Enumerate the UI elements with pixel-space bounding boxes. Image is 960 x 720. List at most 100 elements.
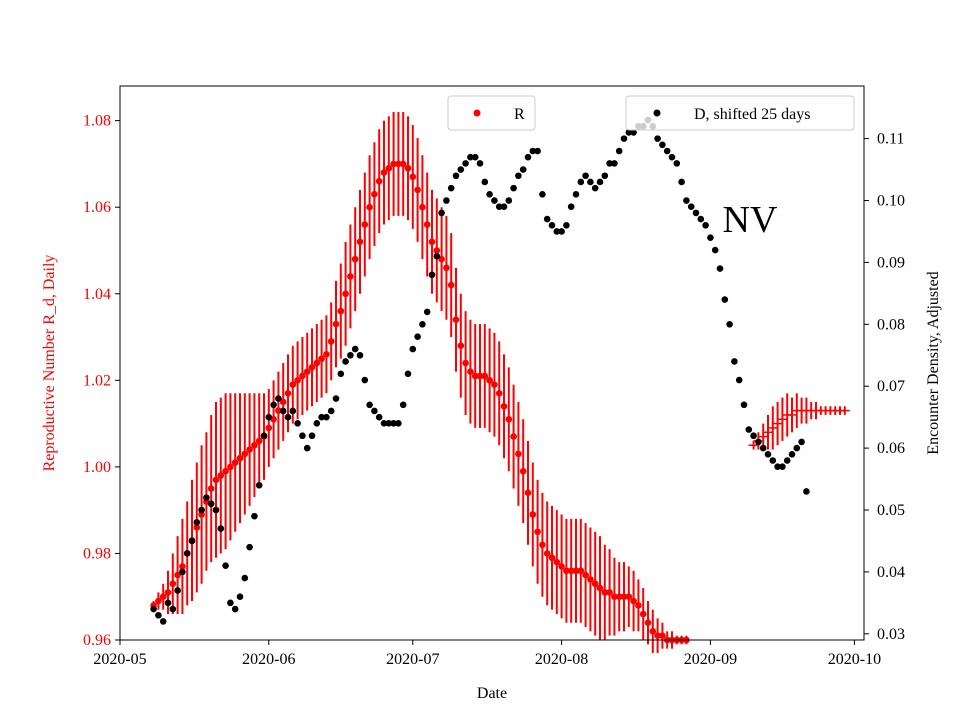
r-point [207, 485, 215, 492]
d-point [327, 407, 335, 415]
r-point [519, 467, 527, 475]
right-tick-label: 0.09 [877, 254, 905, 271]
d-point [774, 463, 781, 470]
right-axis-ticks: 0.03 0.04 0.05 0.06 0.07 0.08 0.09 0.10 0.11 [864, 131, 905, 643]
r-point [255, 437, 263, 445]
point-layer [150, 116, 810, 644]
d-point [606, 160, 613, 167]
d-point [692, 209, 700, 217]
r-point [548, 554, 556, 562]
d-point [495, 203, 503, 211]
r-point [543, 550, 551, 557]
r-point [644, 619, 652, 626]
d-point [207, 500, 215, 508]
x-tick-label: 2020-08 [535, 651, 588, 668]
d-point [721, 296, 729, 303]
d-point [404, 370, 412, 378]
d-point [260, 432, 268, 440]
d-point [750, 432, 757, 440]
r-point [423, 221, 431, 228]
d-point [601, 172, 609, 180]
r-point [284, 389, 292, 397]
d-point [294, 420, 301, 427]
d-point [630, 129, 637, 136]
r-point [404, 164, 412, 172]
r-point [572, 567, 580, 575]
r-point [534, 528, 541, 536]
r-point [351, 255, 359, 263]
left-tick-label: 1.06 [83, 199, 111, 216]
r-point [323, 351, 330, 358]
r-point [371, 190, 378, 198]
d-point [385, 420, 393, 427]
d-point [227, 599, 234, 607]
r-point [337, 307, 345, 315]
d-point [342, 358, 349, 365]
r-point [625, 593, 633, 601]
r-point [366, 203, 373, 211]
r-point [505, 415, 513, 423]
d-point [620, 135, 628, 142]
left-axis-ticks: 0.96 0.98 1.00 1.02 1.04 1.06 1.08 [83, 113, 120, 649]
right-tick-label: 0.03 [877, 626, 905, 643]
d-point [433, 252, 441, 260]
d-point [323, 413, 330, 421]
d-point [783, 457, 791, 464]
r-point [318, 355, 325, 362]
d-point [625, 129, 633, 136]
d-point [212, 506, 220, 514]
d-point [491, 197, 498, 204]
d-point [711, 246, 719, 254]
d-point [529, 147, 537, 155]
d-point [203, 494, 210, 501]
d-point [308, 432, 316, 440]
d-point [155, 611, 162, 619]
r-point [654, 632, 661, 639]
r-point [231, 459, 239, 466]
r-point [553, 558, 561, 566]
d-point [769, 457, 777, 464]
right-tick-label: 0.05 [877, 502, 905, 519]
d-point [798, 438, 805, 446]
d-point [788, 451, 796, 458]
d-point [251, 512, 258, 520]
d-point [611, 160, 618, 167]
d-point [764, 451, 772, 458]
d-point [428, 271, 436, 279]
d-point [246, 543, 253, 551]
r-point [529, 511, 537, 518]
r-point [385, 164, 393, 172]
r-point [174, 571, 181, 579]
r-point [217, 472, 225, 479]
x-tick-label: 2020-05 [93, 651, 146, 668]
d-point [174, 587, 181, 594]
d-point [337, 370, 345, 378]
d-point [399, 401, 407, 409]
r-point [433, 247, 441, 254]
d-point [755, 438, 762, 446]
r-point [491, 381, 498, 388]
d-point [270, 401, 277, 409]
d-point [567, 203, 575, 211]
d-point [668, 153, 676, 161]
r-point [332, 320, 340, 328]
r-point [495, 389, 503, 397]
r-point [462, 359, 469, 367]
r-point [169, 580, 177, 588]
r-point [313, 359, 321, 367]
right-tick-label: 0.07 [877, 378, 905, 395]
d-point [347, 351, 354, 359]
r-point [591, 580, 599, 588]
left-tick-label: 0.96 [83, 632, 111, 649]
r-point [539, 541, 546, 549]
r-point [596, 584, 604, 592]
d-point [591, 184, 599, 192]
d-point [390, 420, 397, 427]
d-point [356, 351, 364, 359]
r-point [606, 589, 613, 596]
d-point [543, 215, 551, 223]
d-point [476, 160, 484, 167]
d-point [548, 221, 556, 229]
d-point [169, 605, 177, 613]
d-point [716, 265, 724, 272]
